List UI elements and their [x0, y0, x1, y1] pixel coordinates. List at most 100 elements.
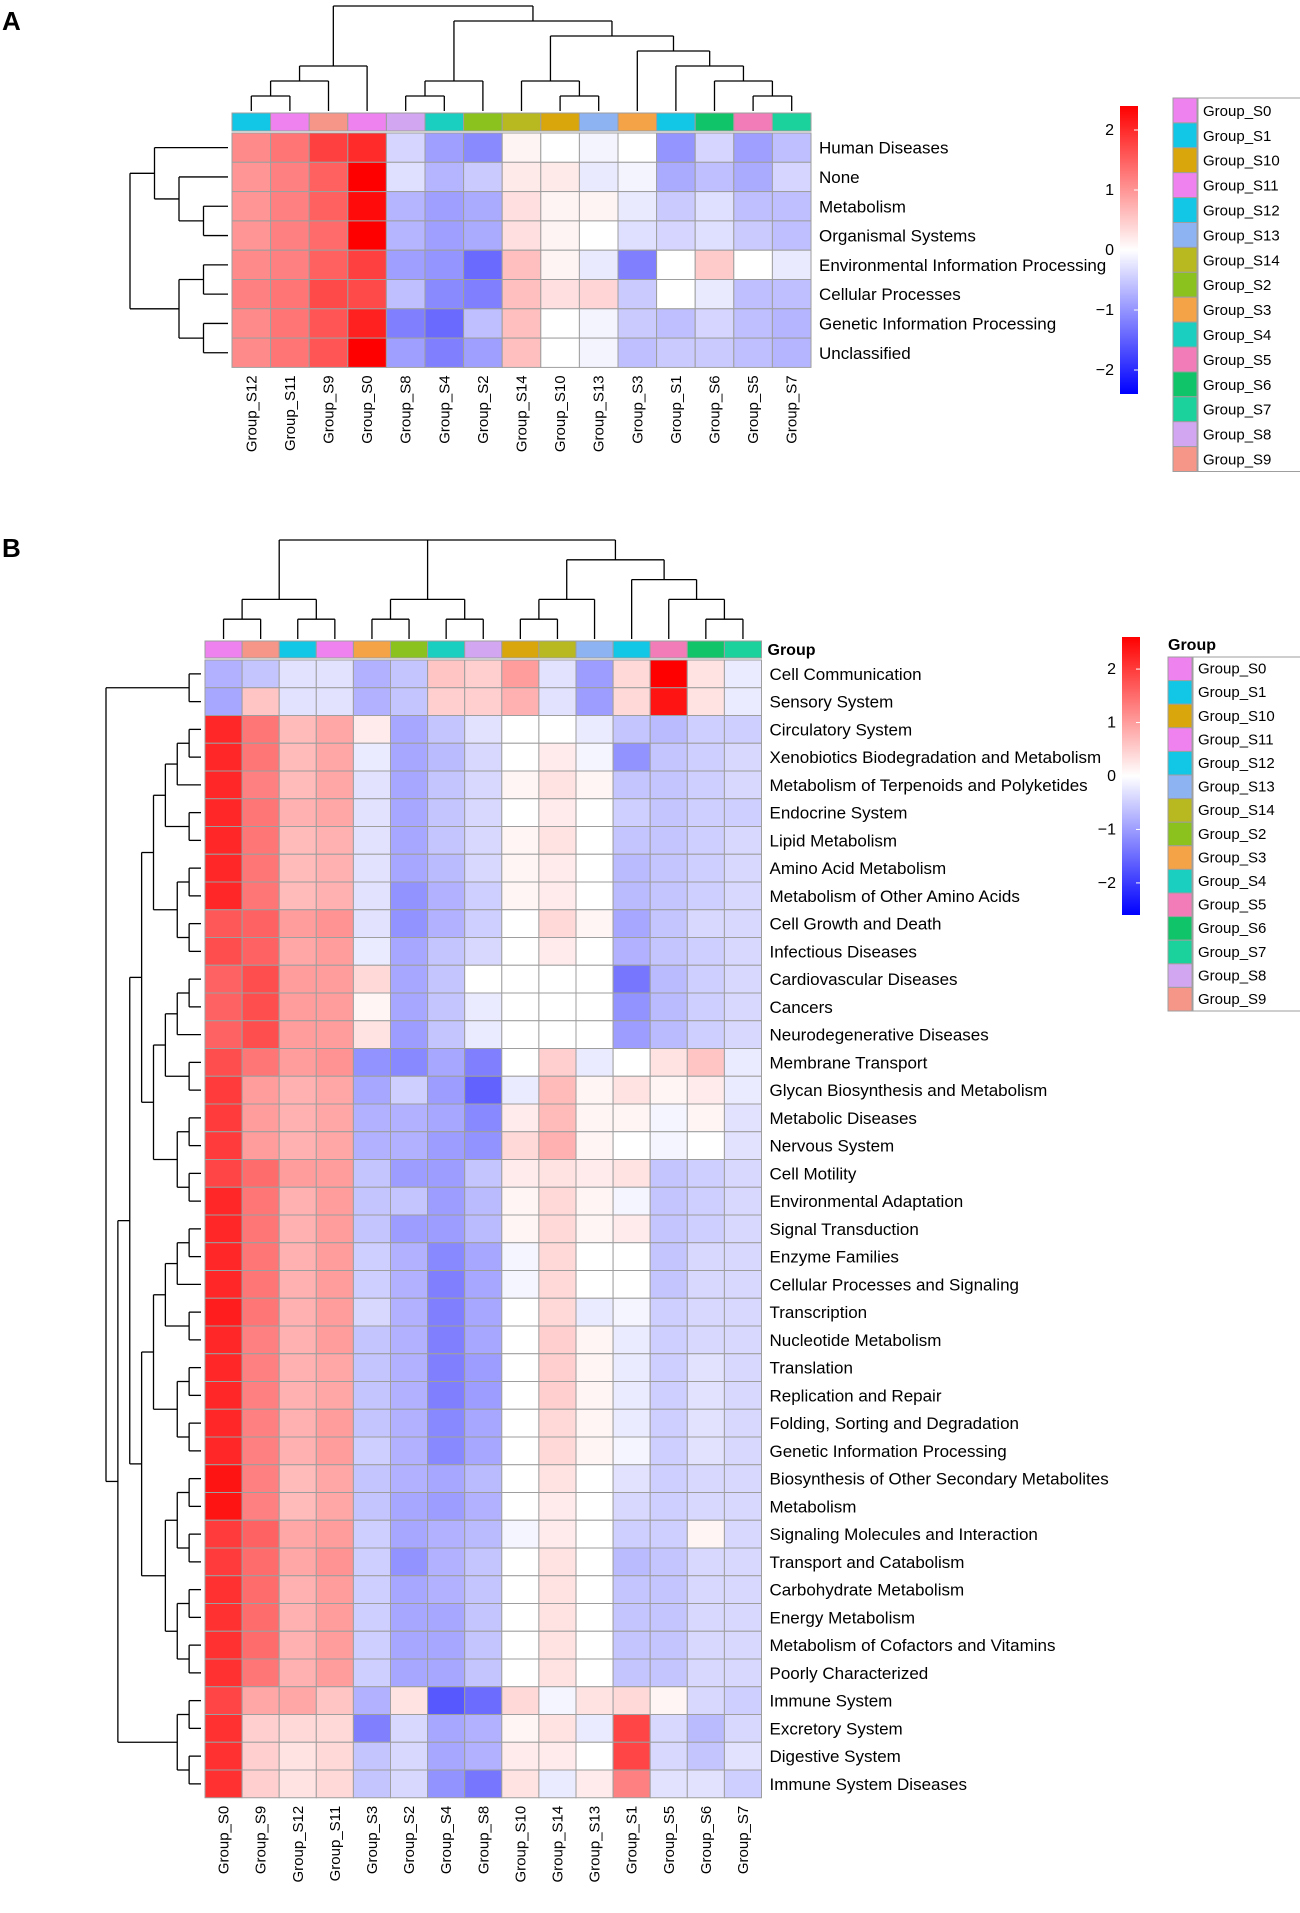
heatmap-cell	[694, 337, 735, 368]
heatmap-cell	[686, 1408, 725, 1438]
heatmap-cell	[612, 909, 651, 938]
heatmap-cell	[612, 1658, 651, 1688]
heatmap-cell	[723, 1630, 763, 1660]
heatmap-cell	[771, 249, 812, 280]
heatmap-cell	[427, 1658, 466, 1688]
heatmap-cell	[501, 1381, 540, 1410]
heatmap-cell	[771, 337, 812, 368]
column-label: Group_S2	[475, 375, 492, 443]
heatmap-cell	[241, 1020, 280, 1049]
heatmap-cell	[686, 1714, 725, 1743]
legend-label: Group_S9	[1198, 991, 1266, 1008]
colorbar-tick-label: 1	[1107, 715, 1116, 732]
heatmap-cell	[204, 1464, 243, 1493]
heatmap-cell	[278, 853, 317, 883]
legend-label: Group_S6	[1198, 920, 1266, 937]
row-label: Digestive System	[770, 1747, 901, 1766]
heatmap-cell	[464, 992, 503, 1022]
heatmap-cell	[315, 1048, 354, 1077]
row-label: Lipid Metabolism	[770, 831, 898, 850]
heatmap-cell	[656, 337, 696, 368]
annotation-cell	[463, 112, 503, 132]
heatmap-cell	[427, 1741, 466, 1771]
row-label: Cancers	[770, 998, 833, 1017]
row-label: Circulatory System	[770, 720, 913, 739]
heatmap-cell	[241, 1270, 280, 1299]
heatmap-cell	[241, 1103, 280, 1133]
heatmap-cell	[385, 132, 426, 163]
heatmap-cell	[278, 1492, 317, 1521]
heatmap-cell	[204, 659, 243, 689]
heatmap-cell	[204, 1492, 243, 1521]
column-label: Group_S11	[327, 1806, 344, 1882]
column-label: Group_S12	[243, 375, 260, 452]
heatmap-cell	[612, 1630, 651, 1660]
row-label: Membrane Transport	[770, 1053, 928, 1072]
heatmap-cell	[538, 1297, 577, 1327]
heatmap-cell	[538, 1575, 577, 1604]
heatmap-cell	[771, 308, 812, 339]
heatmap-cell	[463, 132, 503, 163]
heatmap-cell	[464, 1519, 503, 1549]
annotation-cell	[575, 640, 614, 659]
heatmap-cell	[538, 992, 577, 1022]
legend-swatch	[1167, 986, 1193, 1012]
heatmap-cell	[575, 687, 614, 716]
heatmap-cell	[315, 1020, 354, 1049]
heatmap-cell	[538, 853, 577, 883]
heatmap-cell	[723, 1214, 763, 1244]
heatmap-cell	[464, 1741, 503, 1771]
heatmap-cell	[612, 1353, 651, 1382]
heatmap-cell	[538, 1769, 577, 1799]
heatmap-cell	[538, 1408, 577, 1438]
panel-a-letter: A	[2, 6, 21, 36]
heatmap-cell	[278, 1575, 317, 1604]
legend-label: Group_S0	[1198, 661, 1266, 678]
heatmap-cell	[575, 715, 614, 744]
heatmap-cell	[501, 191, 542, 222]
heatmap-cell	[612, 1186, 651, 1216]
heatmap-cell	[315, 770, 354, 800]
heatmap-cell	[723, 1603, 763, 1632]
legend-swatch	[1167, 821, 1193, 847]
annotation-cell	[578, 112, 619, 132]
heatmap-cell	[501, 161, 542, 193]
heatmap-cell	[204, 937, 243, 966]
annotation-cell	[686, 640, 725, 659]
heatmap-cell	[204, 1353, 243, 1382]
annotation-cell	[427, 640, 466, 659]
heatmap-cell	[612, 881, 651, 911]
heatmap-cell	[424, 132, 465, 163]
heatmap-cell	[278, 1075, 317, 1105]
row-label: Nervous System	[770, 1137, 895, 1156]
heatmap-cell	[733, 161, 773, 193]
heatmap-cell	[427, 853, 466, 883]
heatmap-cell	[649, 1547, 688, 1577]
row-label: Cell Growth and Death	[770, 915, 942, 934]
heatmap-cell	[427, 881, 466, 911]
column-label: Group_S9	[321, 375, 338, 443]
heatmap-cell	[204, 1381, 243, 1410]
heatmap-cell	[464, 715, 503, 744]
heatmap-cell	[204, 1769, 243, 1799]
column-label: Group_S14	[549, 1806, 566, 1883]
heatmap-cell	[723, 853, 763, 883]
annotation-cell	[617, 112, 658, 132]
heatmap-cell	[241, 1741, 280, 1771]
heatmap-cell	[686, 798, 725, 827]
heatmap-cell	[649, 937, 688, 966]
heatmap-cell	[347, 308, 387, 339]
heatmap-cell	[723, 992, 763, 1022]
heatmap-cell	[315, 826, 354, 855]
heatmap-cell	[501, 659, 540, 689]
heatmap-cell	[612, 1381, 651, 1410]
heatmap-cell	[427, 1464, 466, 1493]
heatmap-cell	[427, 715, 466, 744]
row-label: Cardiovascular Diseases	[770, 970, 958, 989]
heatmap-cell	[464, 742, 503, 772]
annotation-cell	[771, 112, 812, 132]
heatmap-cell	[278, 1048, 317, 1077]
heatmap-cell	[656, 249, 696, 280]
heatmap-cell	[612, 1603, 651, 1632]
heatmap-cell	[464, 1353, 503, 1382]
